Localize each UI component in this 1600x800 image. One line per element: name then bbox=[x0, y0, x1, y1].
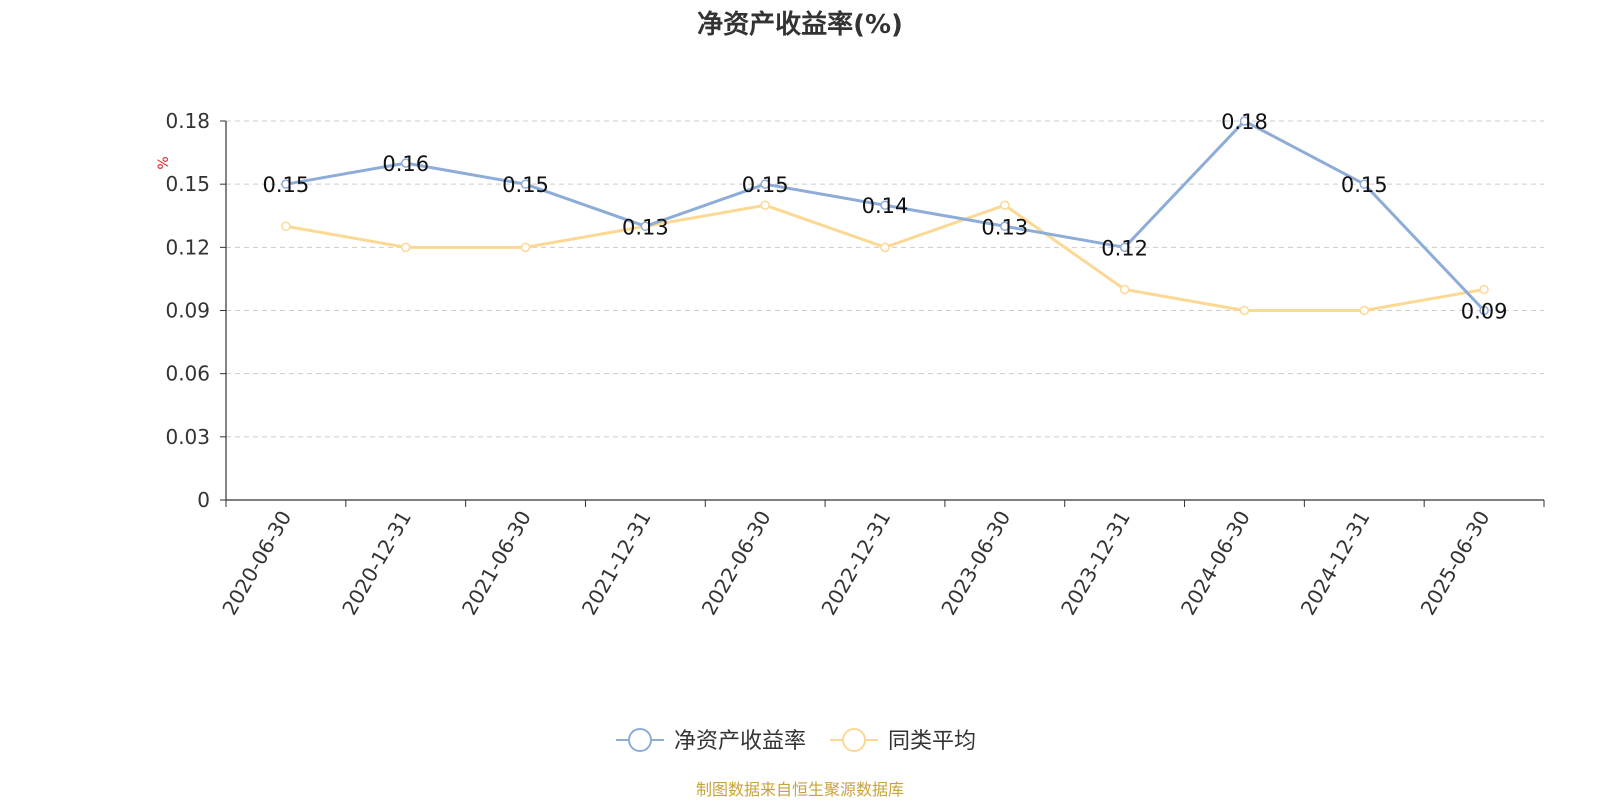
data-point bbox=[1239, 116, 1250, 126]
data-point bbox=[1000, 221, 1010, 232]
x-tick-label: 2022-06-30 bbox=[697, 507, 776, 620]
x-tick-label: 2024-06-30 bbox=[1176, 507, 1255, 620]
legend-marker bbox=[628, 728, 652, 752]
data-label: 0.15 bbox=[502, 173, 549, 197]
x-tick-label: 2020-12-31 bbox=[337, 507, 416, 620]
data-point bbox=[281, 179, 291, 189]
chart-title: 净资产收益率(%) bbox=[697, 10, 903, 40]
x-tick-label: 2023-12-31 bbox=[1056, 507, 1135, 620]
data-source-note: 制图数据来自恒生聚源数据库 bbox=[695, 780, 904, 799]
data-label: 0.16 bbox=[382, 152, 429, 176]
data-point bbox=[760, 200, 770, 210]
x-tick-label: 2022-12-31 bbox=[816, 507, 895, 620]
series-lines bbox=[281, 116, 1489, 316]
legend-label: 净资产收益率 bbox=[674, 729, 806, 754]
y-tick-label: 0.12 bbox=[165, 235, 210, 259]
data-point bbox=[1119, 242, 1130, 253]
y-tick-label: 0.03 bbox=[165, 425, 210, 449]
data-point bbox=[520, 179, 531, 189]
legend-label: 同类平均 bbox=[888, 729, 976, 754]
x-tick-label: 2021-12-31 bbox=[577, 507, 656, 620]
axes: 0 0.03 0.06 0.09 0.12 0.15 0.18% 2020-06-30 2020… bbox=[156, 109, 1545, 620]
x-tick-label: 2021-06-30 bbox=[457, 507, 536, 620]
y-tick-label: 0.06 bbox=[165, 362, 210, 386]
legend: 净资产收益率 同类平均 bbox=[616, 728, 976, 754]
x-tick-label: 2025-06-30 bbox=[1416, 507, 1495, 620]
legend-item-0: 净资产收益率 bbox=[616, 728, 806, 754]
y-tick-label: 0.15 bbox=[165, 172, 210, 196]
data-point bbox=[880, 200, 890, 210]
data-point bbox=[520, 242, 531, 253]
data-point bbox=[1479, 284, 1489, 295]
data-point bbox=[281, 221, 291, 232]
data-point bbox=[880, 242, 890, 253]
y-tick-label: 0.09 bbox=[165, 299, 210, 323]
data-point bbox=[1479, 305, 1489, 316]
data-point bbox=[1359, 305, 1370, 316]
legend-marker bbox=[842, 728, 867, 752]
data-point bbox=[1239, 305, 1250, 316]
data-point bbox=[1000, 200, 1010, 210]
data-label: 0.13 bbox=[981, 215, 1028, 239]
data-point bbox=[1359, 179, 1370, 189]
y-axis-unit-label: % bbox=[156, 156, 172, 169]
data-label: 0.15 bbox=[1341, 173, 1388, 197]
x-tick-label: 2024-12-31 bbox=[1296, 507, 1375, 620]
series-line-1 bbox=[285, 203, 1485, 312]
legend-item-1: 同类平均 bbox=[830, 728, 976, 754]
data-label: 0.14 bbox=[862, 194, 909, 218]
data-label: 0.15 bbox=[742, 173, 789, 197]
data-point bbox=[760, 179, 770, 189]
data-label: 0.15 bbox=[263, 173, 310, 197]
data-label: 0.09 bbox=[1461, 300, 1508, 324]
data-point bbox=[1119, 284, 1130, 295]
y-tick-label: 0.18 bbox=[165, 109, 210, 133]
data-label: 0.18 bbox=[1221, 110, 1268, 134]
x-tick-label: 2020-06-30 bbox=[217, 507, 296, 620]
x-tick-label: 2023-06-30 bbox=[936, 507, 1015, 620]
data-point bbox=[400, 158, 411, 168]
data-point bbox=[640, 221, 651, 232]
data-label: 0.13 bbox=[622, 215, 669, 239]
data-point bbox=[400, 242, 411, 253]
data-labels: 0.15 0.16 0.15 0.13 0.15 0.14 0.13 0.12 0.18 0.15… bbox=[263, 110, 1508, 324]
y-tick-label: 0 bbox=[197, 488, 210, 512]
data-label: 0.12 bbox=[1101, 236, 1148, 260]
